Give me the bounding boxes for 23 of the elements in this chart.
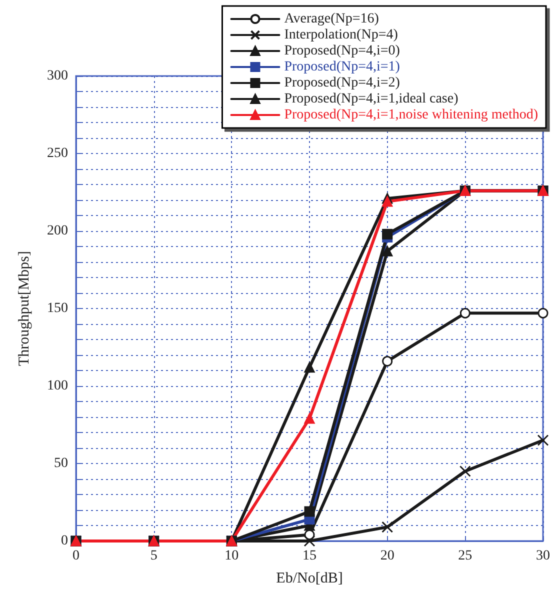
y-tick-label: 300: [47, 68, 68, 84]
legend-label: Proposed(Np=4,i=1): [284, 60, 400, 74]
x-tick-label: 30: [536, 548, 550, 564]
x-tick-label: 25: [458, 548, 472, 564]
y-tick-label: 0: [61, 534, 68, 548]
y-tick-label: 150: [47, 301, 68, 316]
x-tick-label: 0: [72, 548, 80, 564]
y-tick-label: 200: [47, 224, 68, 238]
x-axis-title: Eb/No[dB]: [276, 570, 343, 586]
legend-label: Proposed(Np=4,i=1,noise whitening method): [284, 108, 538, 122]
y-tick-label: 100: [47, 378, 68, 394]
y-tick-label: 50: [54, 456, 68, 471]
x-tick-label: 5: [150, 548, 158, 564]
legend-label: Interpolation(Np=4): [284, 28, 398, 42]
x-tick-label: 10: [224, 548, 239, 564]
legend-label: Average(Np=16): [284, 12, 380, 26]
legend-label: Proposed(Np=4,i=1,ideal case): [284, 92, 459, 106]
legend-label: Proposed(Np=4,i=2): [284, 76, 400, 90]
x-tick-label: 15: [302, 548, 316, 564]
y-axis-title: Throughput[Mbps]: [16, 251, 32, 366]
legend-label: Proposed(Np=4,i=0): [284, 44, 400, 58]
x-tick-label: 20: [380, 548, 394, 564]
y-tick-label: 250: [47, 146, 68, 161]
